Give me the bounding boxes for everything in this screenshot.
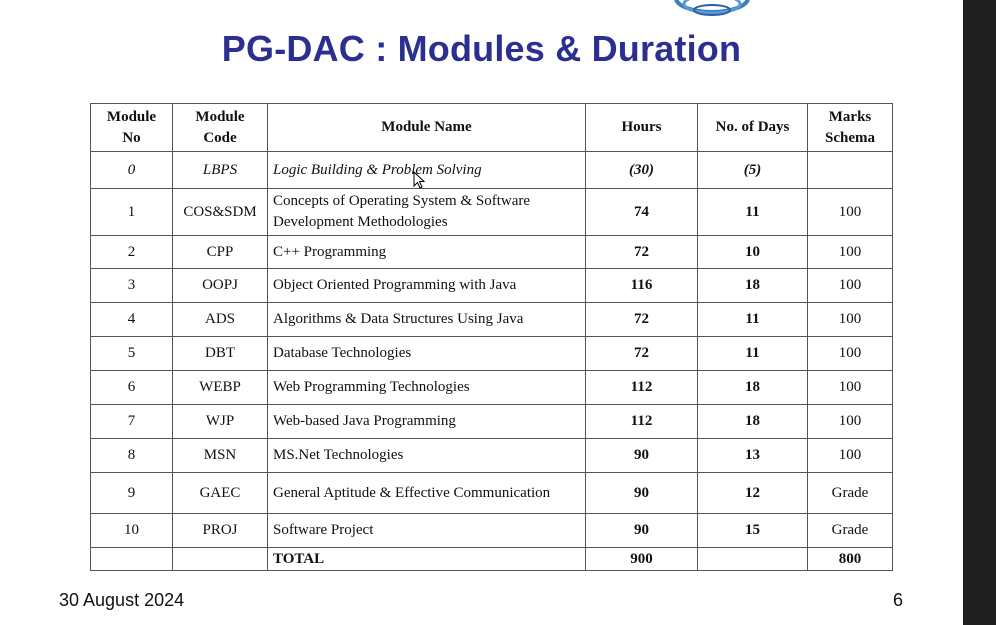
cell-days: 10 (697, 235, 808, 269)
slide-date: 30 August 2024 (59, 590, 185, 610)
cell-marks: 100 (807, 268, 893, 303)
cell-days: (5) (697, 151, 808, 189)
cell-no: 2 (90, 235, 173, 269)
cell-no: 7 (90, 404, 173, 439)
cell-hours: 116 (585, 268, 698, 303)
cell-hours: 112 (585, 404, 698, 439)
header-hours: Hours (585, 103, 698, 152)
cell-days: 11 (697, 302, 808, 337)
cell-name: Object Oriented Programming with Java (267, 268, 586, 303)
cell-no: 0 (90, 151, 173, 189)
table-row: 2 CPP C++ Programming 72 10 100 (90, 235, 893, 269)
cell-days: 18 (697, 268, 808, 303)
mouse-cursor-icon (413, 171, 425, 189)
cell-marks (807, 151, 893, 189)
table-row: 1 COS&SDM Concepts of Operating System &… (90, 188, 893, 236)
cell-code: GAEC (172, 472, 268, 514)
table-row: 3 OOPJ Object Oriented Programming with … (90, 268, 893, 303)
cell-name: Web-based Java Programming (267, 404, 586, 439)
cell-name: Concepts of Operating System & Software … (267, 188, 586, 236)
cell-no: 6 (90, 370, 173, 405)
cell-code: WJP (172, 404, 268, 439)
cell-code: COS&SDM (172, 188, 268, 236)
total-empty-cell (697, 547, 808, 571)
cell-name: Algorithms & Data Structures Using Java (267, 302, 586, 337)
cell-hours: 72 (585, 336, 698, 371)
table-row: 4 ADS Algorithms & Data Structures Using… (90, 302, 893, 337)
table-row: 5 DBT Database Technologies 72 11 100 (90, 336, 893, 371)
cell-no: 4 (90, 302, 173, 337)
table-row: 6 WEBP Web Programming Technologies 112 … (90, 370, 893, 405)
cell-days: 18 (697, 370, 808, 405)
cell-days: 18 (697, 404, 808, 439)
cell-no: 3 (90, 268, 173, 303)
cell-code: DBT (172, 336, 268, 371)
cell-hours: 74 (585, 188, 698, 236)
cell-days: 11 (697, 336, 808, 371)
total-empty-cell (172, 547, 268, 571)
cell-name: Logic Building & Problem Solving (267, 151, 586, 189)
cell-hours: 112 (585, 370, 698, 405)
cell-marks: 100 (807, 235, 893, 269)
cell-days: 13 (697, 438, 808, 473)
cell-code: LBPS (172, 151, 268, 189)
slide-page-number: 6 (893, 590, 904, 610)
cell-marks: 100 (807, 336, 893, 371)
cell-code: PROJ (172, 513, 268, 548)
total-hours: 900 (585, 547, 698, 571)
cell-hours: 72 (585, 235, 698, 269)
cell-no: 10 (90, 513, 173, 548)
cell-marks: 100 (807, 438, 893, 473)
table-row: 9 GAEC General Aptitude & Effective Comm… (90, 472, 893, 514)
cell-hours: 90 (585, 513, 698, 548)
cell-hours: 72 (585, 302, 698, 337)
cell-code: CPP (172, 235, 268, 269)
cell-no: 9 (90, 472, 173, 514)
table-row: 0 LBPS Logic Building & Problem Solving … (90, 151, 893, 189)
cell-marks: Grade (807, 472, 893, 514)
presentation-slide: PG-DAC : Modules & Duration Module No Mo… (0, 0, 963, 625)
cell-days: 15 (697, 513, 808, 548)
modules-table: Module No Module Code Module Name Hours … (90, 103, 893, 571)
cell-marks: 100 (807, 188, 893, 236)
table-row: 7 WJP Web-based Java Programming 112 18 … (90, 404, 893, 439)
total-label: TOTAL (267, 547, 586, 571)
cell-marks: 100 (807, 302, 893, 337)
header-module-no: Module No (90, 103, 173, 152)
total-row: TOTAL 900 800 (90, 547, 893, 571)
cell-code: MSN (172, 438, 268, 473)
table-row: 10 PROJ Software Project 90 15 Grade (90, 513, 893, 548)
slide-title: PG-DAC : Modules & Duration (221, 28, 742, 69)
header-module-code: Module Code (172, 103, 268, 152)
header-module-name: Module Name (267, 103, 586, 152)
cell-code: ADS (172, 302, 268, 337)
table-row: 8 MSN MS.Net Technologies 90 13 100 (90, 438, 893, 473)
cell-no: 5 (90, 336, 173, 371)
cell-name: C++ Programming (267, 235, 586, 269)
window-side-panel (963, 0, 996, 625)
cell-name: Software Project (267, 513, 586, 548)
total-empty-cell (90, 547, 173, 571)
institute-logo (674, 0, 750, 16)
header-days: No. of Days (697, 103, 808, 152)
cell-name: General Aptitude & Effective Communicati… (267, 472, 586, 514)
total-marks: 800 (807, 547, 893, 571)
cell-code: WEBP (172, 370, 268, 405)
cell-hours: 90 (585, 438, 698, 473)
cell-days: 12 (697, 472, 808, 514)
cell-marks: 100 (807, 404, 893, 439)
cell-hours: (30) (585, 151, 698, 189)
cell-no: 1 (90, 188, 173, 236)
cell-marks: 100 (807, 370, 893, 405)
cell-marks: Grade (807, 513, 893, 548)
cell-code: OOPJ (172, 268, 268, 303)
cell-name: Web Programming Technologies (267, 370, 586, 405)
cell-hours: 90 (585, 472, 698, 514)
cell-days: 11 (697, 188, 808, 236)
cell-name: Database Technologies (267, 336, 586, 371)
cell-no: 8 (90, 438, 173, 473)
cell-name: MS.Net Technologies (267, 438, 586, 473)
header-marks: Marks Schema (807, 103, 893, 152)
